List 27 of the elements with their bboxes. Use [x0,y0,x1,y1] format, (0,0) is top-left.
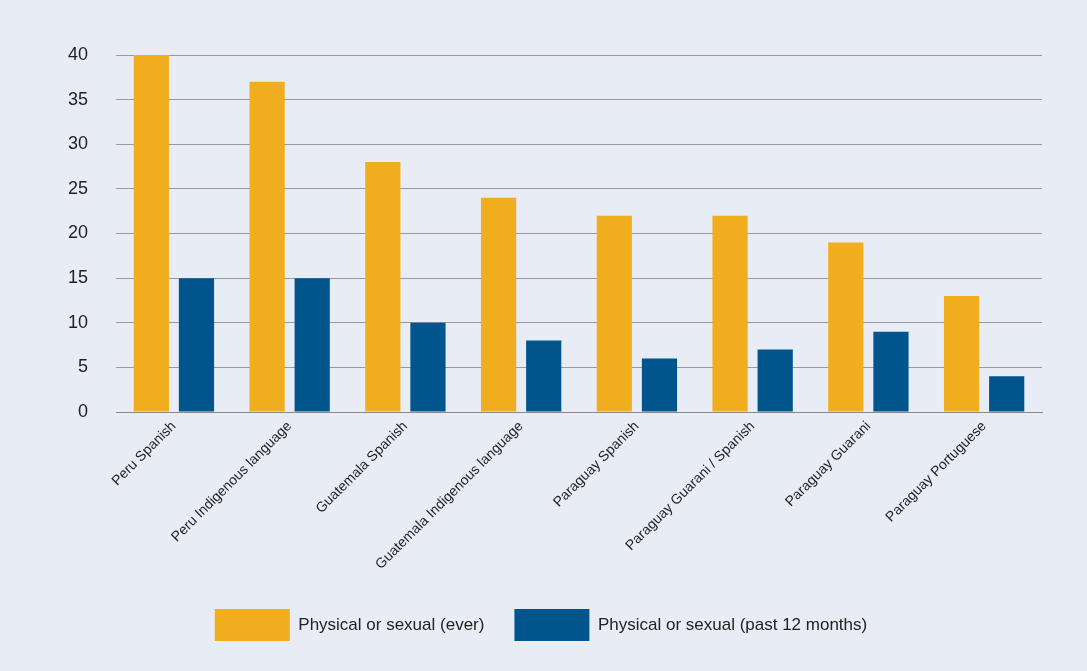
y-tick-label: 0 [78,400,89,421]
bar [133,55,169,412]
y-tick-label: 15 [67,267,89,288]
bar [641,358,678,412]
y-tick-label: 5 [78,356,89,377]
y-tick-label: 30 [67,133,89,154]
bar [178,278,215,412]
y-tick-label: 25 [67,177,89,198]
legend-label: Physical or sexual (ever) [298,614,485,634]
bar [943,295,980,412]
bar [712,215,748,412]
y-tick-label: 35 [67,88,89,109]
bar [828,242,864,412]
bar [365,162,401,412]
bar [480,197,517,412]
bar [249,81,285,412]
bar [526,340,562,412]
bar [873,331,909,412]
bar [294,278,330,412]
bar [989,376,1025,412]
y-tick-label: 40 [67,43,89,64]
legend-label: Physical or sexual (past 12 months) [597,614,868,634]
bar [410,322,446,412]
y-tick-label: 20 [67,222,89,243]
bar [596,215,632,412]
bar [757,349,793,412]
y-tick-label: 10 [67,311,89,332]
